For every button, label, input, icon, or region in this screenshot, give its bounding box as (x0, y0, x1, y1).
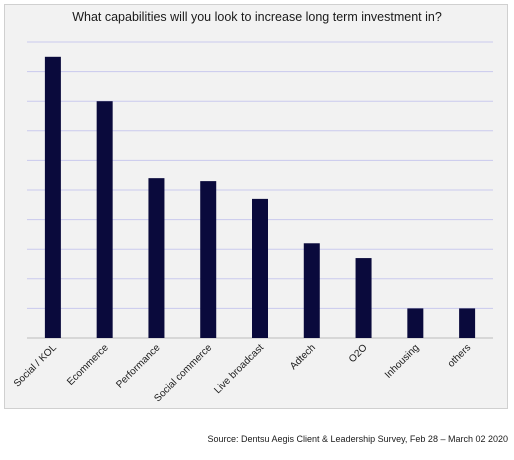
bar-o2o (355, 258, 372, 338)
tick-label: Social commerce (152, 342, 214, 404)
tick-label: Ecommerce (65, 342, 111, 388)
bar-performance (148, 178, 165, 338)
source-note: Source: Dentsu Aegis Client & Leadership… (207, 434, 508, 444)
tick-label: Adtech (288, 342, 318, 372)
tick-label: Live broadcast (212, 342, 266, 396)
tick-label: O2O (347, 342, 370, 365)
bar-social-kol (44, 56, 61, 339)
bars (44, 56, 476, 339)
bar-live-broadcast (252, 198, 268, 338)
bar-inhousing (407, 308, 424, 338)
bar-ecommerce (96, 101, 113, 338)
tick-label: Social / KOL (12, 342, 59, 389)
bar-adtech (303, 243, 320, 338)
tick-label: Inhousing (383, 342, 421, 380)
bar-social-commerce (200, 181, 217, 338)
tick-label: others (446, 342, 473, 369)
chart-title: What capabilities will you look to incre… (72, 10, 442, 24)
tick-label: Performance (114, 342, 163, 391)
bar-others (459, 308, 476, 338)
